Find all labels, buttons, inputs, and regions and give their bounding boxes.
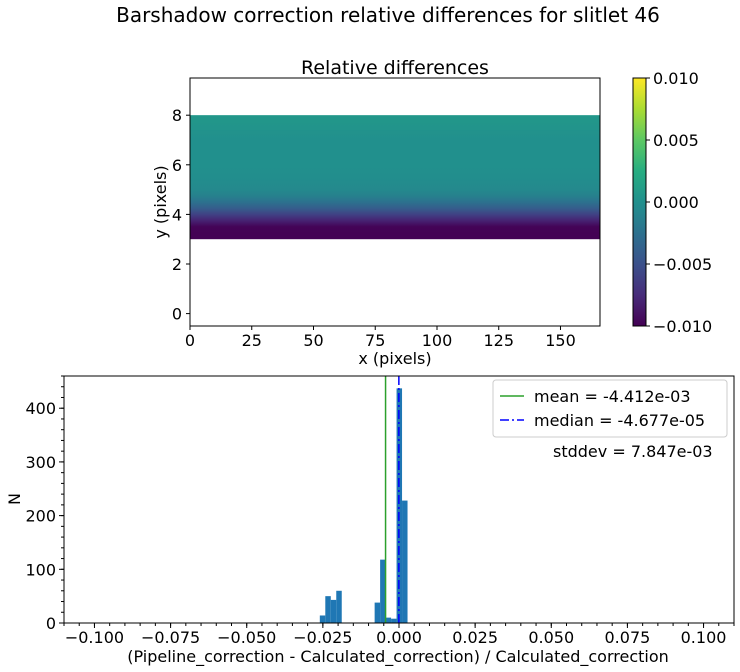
histogram-bar [380,559,386,623]
heatmap-title: Relative differences [301,57,489,79]
figure-title: Barshadow correction relative difference… [116,3,660,27]
histogram-x-tick-label: −0.100 [65,628,124,647]
histogram-y-axis-label: N [5,493,24,505]
colorbar-gradient [632,77,647,327]
heatmap-frame [189,77,601,327]
heatmap-x-axis-label: x (pixels) [358,349,431,368]
heatmap-x-tick-label: 50 [303,331,323,350]
heatmap-y-tick-label: 4 [172,205,182,224]
histogram-x-tick-label: −0.075 [141,628,200,647]
heatmap-y-axis-label: y (pixels) [151,165,170,238]
histogram-bar [374,602,381,623]
histogram-y-tick-label: 0 [46,614,56,633]
heatmap-image [190,115,600,240]
colorbar-tick-label: −0.005 [653,255,712,274]
legend-mean-label: mean = -4.412e-03 [534,387,691,406]
histogram-x-tick-label: 0.000 [376,628,422,647]
histogram-x-axis-label: (Pipeline_correction - Calculated_correc… [127,647,669,667]
colorbar: 0.010 0.005 0.000 −0.005 −0.010 [632,69,712,336]
heatmap-x-tick-label: 25 [242,331,262,350]
heatmap-x-tick-label: 150 [545,331,576,350]
heatmap-y-tick-label: 2 [172,255,182,274]
colorbar-tick-label: 0.005 [653,131,699,150]
heatmap-panel: Relative differences 0 25 50 75 100 125 150 0 2… [151,57,601,368]
histogram-bar [319,615,326,623]
legend-box [492,379,728,438]
histogram-x-tick-label: 0.050 [528,628,574,647]
histogram-bar [385,617,392,623]
histogram-y-tick-label: 400 [25,399,56,418]
histogram-bar [402,500,408,623]
histogram-bar [336,590,342,623]
colorbar-tick-label: 0.000 [653,193,699,212]
heatmap-y-tick-label: 6 [172,156,182,175]
colorbar-tick-label: −0.010 [653,317,712,336]
heatmap-x-tick-label: 0 [185,331,195,350]
heatmap-top-band [190,115,600,131]
histogram-bar [396,388,403,623]
histogram-bar [391,618,397,623]
histogram-y-tick-label: 200 [25,507,56,526]
histogram-y-tick-label: 300 [25,453,56,472]
histogram-bar [330,599,337,623]
histogram-x-tick-label: 0.025 [452,628,498,647]
histogram-x-tick-label: −0.025 [293,628,352,647]
colorbar-tick-label: 0.010 [653,69,699,88]
heatmap-x-tick-label: 125 [483,331,514,350]
histogram-x-tick-label: 0.075 [605,628,651,647]
heatmap-y-tick-label: 0 [172,305,182,324]
legend: mean = -4.412e-03 median = -4.677e-05 [492,379,728,438]
legend-median-label: median = -4.677e-05 [534,411,705,430]
histogram-panel: −0.100 −0.075 −0.050 −0.025 0.000 0.025 0.050 0… [5,375,735,667]
heatmap-x-tick-label: 100 [422,331,453,350]
histogram-x-tick-label: −0.050 [217,628,276,647]
stddev-annotation: stddev = 7.847e-03 [553,442,713,461]
heatmap-y-tick-label: 8 [172,106,182,125]
histogram-y-tick-label: 100 [25,560,56,579]
heatmap-x-tick-label: 75 [365,331,385,350]
histogram-x-tick-label: 0.100 [681,628,727,647]
histogram-bar [325,596,331,623]
